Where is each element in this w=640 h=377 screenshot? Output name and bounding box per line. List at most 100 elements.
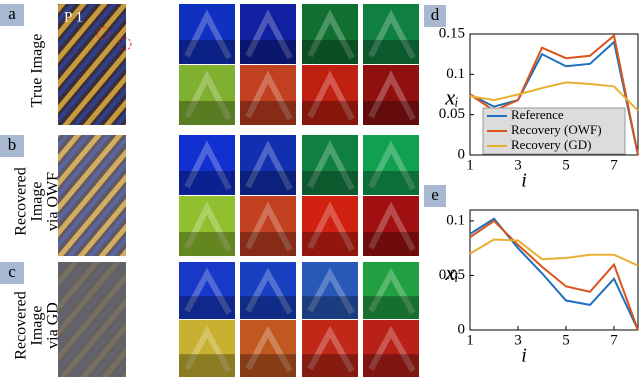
point-marker xyxy=(118,37,132,51)
tile-stripe xyxy=(245,70,293,121)
image xyxy=(58,135,126,256)
point-label: P 1 xyxy=(64,9,83,25)
panel-label-box xyxy=(424,5,446,27)
tile xyxy=(363,4,419,64)
row-label: via GD xyxy=(45,302,62,349)
tile-shadow xyxy=(302,101,358,125)
row-label: via OWF xyxy=(45,172,62,231)
tile-shadow xyxy=(302,40,358,64)
x-tick-label: 5 xyxy=(562,332,570,348)
tile-stripe xyxy=(307,325,355,373)
tile-stripe xyxy=(184,9,232,60)
tile xyxy=(363,65,419,125)
panel-label: b xyxy=(8,135,17,154)
y-axis-label: xᵢ xyxy=(444,85,458,110)
tile xyxy=(302,320,358,377)
tile-shadow xyxy=(240,232,296,256)
point-marker xyxy=(96,26,110,40)
image-shade xyxy=(58,262,126,377)
x-axis-label: i xyxy=(521,170,527,192)
tile-stripe xyxy=(368,201,416,252)
x-tick-label: 3 xyxy=(514,157,522,173)
tile-stripe xyxy=(307,201,355,252)
tile xyxy=(363,320,419,377)
tile-shadow xyxy=(179,40,235,64)
x-tick-label: 1 xyxy=(466,157,474,173)
tile xyxy=(240,135,296,195)
tile-shadow xyxy=(302,354,358,377)
tile xyxy=(240,196,296,256)
row-label: Image xyxy=(29,182,46,222)
tile-shadow xyxy=(302,296,358,319)
tile-shadow xyxy=(302,232,358,256)
tile-stripe xyxy=(245,140,293,191)
y-tick-label: 0.1 xyxy=(446,66,465,82)
legend-label: Recovery (OWF) xyxy=(511,122,602,137)
tile-stripe xyxy=(184,325,232,373)
tile-shadow xyxy=(363,40,419,64)
panel-label: a xyxy=(8,4,16,23)
tile-stripe xyxy=(307,70,355,121)
tile-shadow xyxy=(240,40,296,64)
panel-label-box xyxy=(0,262,24,284)
tile xyxy=(179,135,235,195)
series-line xyxy=(469,238,639,267)
row-label: Recovered xyxy=(13,291,30,359)
y-axis-label: xᵢ xyxy=(444,260,458,285)
x-axis-label: i xyxy=(521,345,527,367)
tile xyxy=(179,196,235,256)
panel-label-box xyxy=(424,185,446,207)
y-tick-label: 0.1 xyxy=(446,212,465,228)
tile xyxy=(179,65,235,125)
y-tick-label: 0.05 xyxy=(439,106,465,122)
tile-shadow xyxy=(240,101,296,125)
tile-shadow xyxy=(179,171,235,195)
plot-frame xyxy=(469,209,639,331)
legend-label: Reference xyxy=(511,107,564,122)
series-line xyxy=(469,81,639,112)
row-label: Recovered xyxy=(13,167,30,235)
tile xyxy=(302,65,358,125)
tile xyxy=(240,320,296,377)
tile xyxy=(179,4,235,64)
tile xyxy=(363,196,419,256)
tile xyxy=(179,262,235,319)
tile-stripe xyxy=(307,267,355,315)
tile-shadow xyxy=(363,354,419,377)
tile-shadow xyxy=(240,296,296,319)
panel-label: e xyxy=(431,185,439,204)
tile-stripe xyxy=(307,140,355,191)
tile-shadow xyxy=(179,296,235,319)
tile-stripe xyxy=(184,267,232,315)
x-tick-label: 7 xyxy=(610,332,618,348)
series-line xyxy=(469,219,639,331)
tile-stripe xyxy=(245,9,293,60)
tile-shadow xyxy=(240,171,296,195)
tile-shadow xyxy=(179,354,235,377)
panel-label: d xyxy=(431,5,440,24)
row-label: Image xyxy=(29,306,46,346)
series-line xyxy=(469,217,639,331)
legend-label: Recovery (GD) xyxy=(511,137,592,152)
y-tick-label: 0 xyxy=(458,146,466,162)
y-tick-label: 0.15 xyxy=(439,25,465,41)
tile-stripe xyxy=(368,70,416,121)
tile-stripe xyxy=(184,201,232,252)
tile-stripe xyxy=(368,267,416,315)
tile-stripe xyxy=(245,325,293,373)
tile xyxy=(240,262,296,319)
tile-stripe xyxy=(184,140,232,191)
tile-shadow xyxy=(240,354,296,377)
tile-shadow xyxy=(179,101,235,125)
x-tick-label: 5 xyxy=(562,157,570,173)
tile xyxy=(302,4,358,64)
tile xyxy=(302,262,358,319)
tile-stripe xyxy=(307,9,355,60)
panel-label: c xyxy=(8,262,16,281)
tile-stripe xyxy=(245,201,293,252)
tile xyxy=(179,320,235,377)
tile-shadow xyxy=(363,296,419,319)
tile xyxy=(302,135,358,195)
tile xyxy=(240,4,296,64)
